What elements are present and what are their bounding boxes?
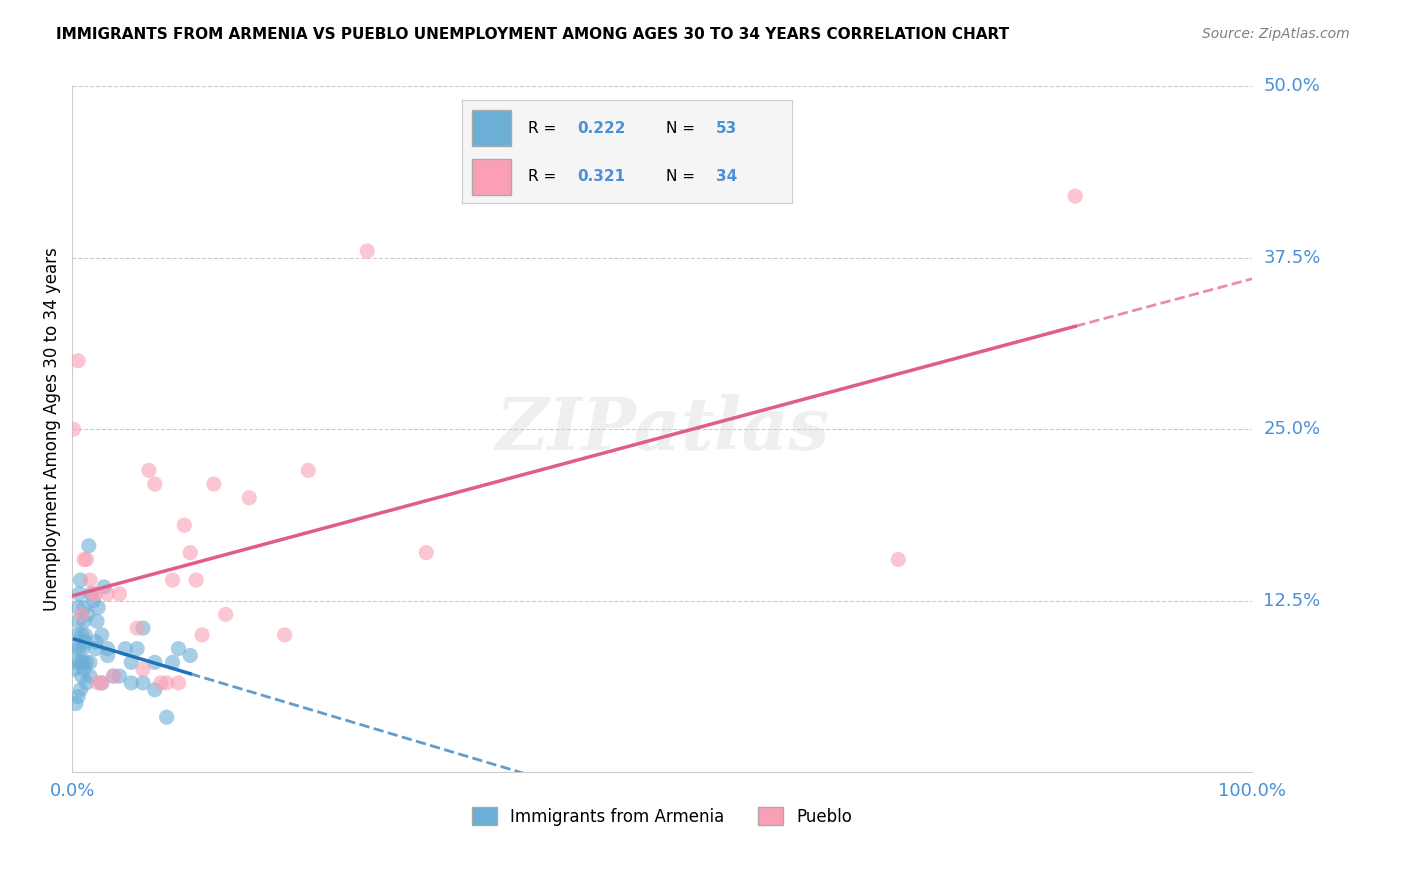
Point — [67, 614, 90, 628]
Point — [70, 669, 93, 683]
Point — [76, 607, 98, 622]
Legend: Immigrants from Armenia, Pueblo: Immigrants from Armenia, Pueblo — [465, 801, 859, 832]
Point — [66, 656, 89, 670]
Point — [84, 587, 107, 601]
Point — [97, 641, 120, 656]
Point — [75, 552, 97, 566]
Point — [82, 593, 104, 607]
Point — [63, 662, 86, 676]
Point — [202, 477, 225, 491]
Point — [67, 641, 90, 656]
Point — [87, 676, 110, 690]
Point — [75, 628, 97, 642]
Point — [1064, 189, 1087, 203]
Point — [214, 607, 236, 622]
Point — [67, 587, 90, 601]
Y-axis label: Unemployment Among Ages 30 to 34 years: Unemployment Among Ages 30 to 34 years — [44, 247, 60, 611]
Point — [69, 682, 91, 697]
Point — [173, 518, 195, 533]
Point — [72, 641, 94, 656]
Text: ZIPatlas: ZIPatlas — [495, 393, 830, 465]
Point — [80, 587, 103, 601]
Point — [79, 656, 101, 670]
Point — [73, 552, 96, 566]
Point — [143, 682, 166, 697]
Point — [75, 656, 97, 670]
Point — [73, 662, 96, 676]
Point — [73, 614, 96, 628]
Text: Source: ZipAtlas.com: Source: ZipAtlas.com — [1202, 27, 1350, 41]
Point — [77, 539, 100, 553]
Point — [73, 600, 96, 615]
Point — [62, 422, 84, 436]
Point — [132, 621, 155, 635]
Point — [179, 648, 201, 663]
Point — [120, 656, 142, 670]
Point — [143, 477, 166, 491]
Point — [67, 353, 90, 368]
Point — [132, 662, 155, 676]
Point — [162, 656, 184, 670]
Point — [108, 587, 131, 601]
Point — [162, 573, 184, 587]
Point — [191, 628, 214, 642]
Text: 12.5%: 12.5% — [1264, 591, 1320, 609]
Point — [69, 573, 91, 587]
Point — [67, 690, 90, 704]
Point — [67, 600, 90, 615]
Point — [114, 641, 136, 656]
Point — [156, 710, 179, 724]
Point — [84, 641, 107, 656]
Text: 25.0%: 25.0% — [1264, 420, 1320, 438]
Point — [108, 669, 131, 683]
Text: IMMIGRANTS FROM ARMENIA VS PUEBLO UNEMPLOYMENT AMONG AGES 30 TO 34 YEARS CORRELA: IMMIGRANTS FROM ARMENIA VS PUEBLO UNEMPL… — [56, 27, 1010, 42]
Point — [75, 634, 97, 648]
Point — [90, 676, 112, 690]
Point — [79, 573, 101, 587]
Point — [138, 463, 160, 477]
Point — [156, 676, 179, 690]
Point — [356, 244, 378, 258]
Point — [167, 641, 190, 656]
Point — [75, 676, 97, 690]
Point — [97, 587, 120, 601]
Point — [70, 628, 93, 642]
Point — [132, 676, 155, 690]
Point — [415, 546, 437, 560]
Point — [127, 641, 149, 656]
Point — [84, 634, 107, 648]
Point — [90, 628, 112, 642]
Point — [143, 656, 166, 670]
Point — [149, 676, 172, 690]
Point — [887, 552, 910, 566]
Point — [69, 656, 91, 670]
Point — [297, 463, 319, 477]
Point — [70, 607, 93, 622]
Point — [167, 676, 190, 690]
Point — [82, 587, 104, 601]
Point — [238, 491, 260, 505]
Point — [103, 669, 125, 683]
Point — [127, 621, 149, 635]
Point — [90, 676, 112, 690]
Point — [93, 580, 115, 594]
Point — [79, 669, 101, 683]
Point — [65, 641, 87, 656]
Text: 50.0%: 50.0% — [1264, 78, 1320, 95]
Point — [273, 628, 295, 642]
Point — [179, 546, 201, 560]
Point — [97, 648, 120, 663]
Point — [103, 669, 125, 683]
Point — [87, 600, 110, 615]
Point — [120, 676, 142, 690]
Point — [66, 628, 89, 642]
Point — [184, 573, 207, 587]
Point — [72, 656, 94, 670]
Text: 37.5%: 37.5% — [1264, 249, 1320, 267]
Point — [65, 697, 87, 711]
Point — [86, 614, 108, 628]
